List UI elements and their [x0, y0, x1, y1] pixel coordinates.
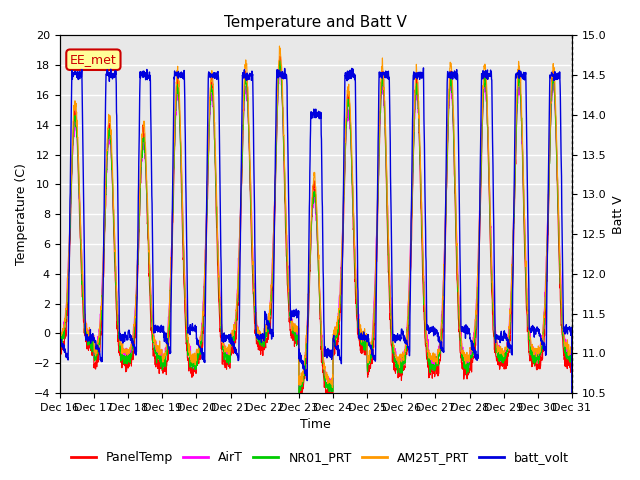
X-axis label: Time: Time [301, 419, 332, 432]
Y-axis label: Temperature (C): Temperature (C) [15, 163, 28, 265]
Y-axis label: Batt V: Batt V [612, 195, 625, 234]
Legend: PanelTemp, AirT, NR01_PRT, AM25T_PRT, batt_volt: PanelTemp, AirT, NR01_PRT, AM25T_PRT, ba… [66, 446, 574, 469]
Text: EE_met: EE_met [70, 53, 116, 66]
Title: Temperature and Batt V: Temperature and Batt V [225, 15, 407, 30]
